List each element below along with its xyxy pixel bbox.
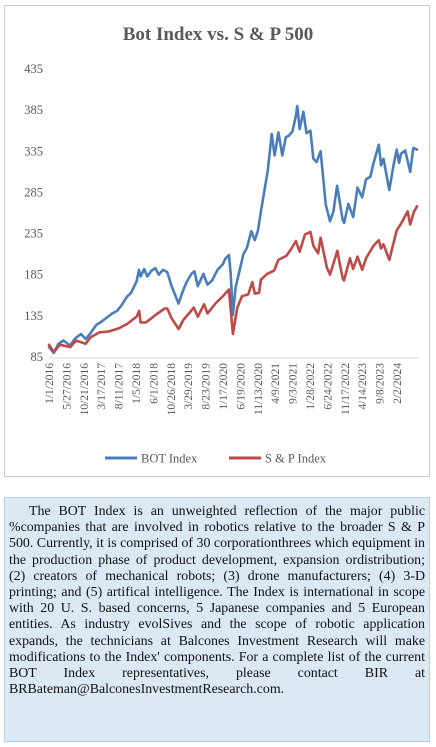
x-tick-label: 5/27/2016 <box>61 363 73 410</box>
x-tick-label: 9/3/2021 <box>288 363 300 404</box>
line-chart: 85 135 185 235 285 335 385 435 1/1/2016 5/27/201… <box>24 62 419 466</box>
x-tick-label: 3/17/2017 <box>96 363 108 410</box>
x-tick-label: 1/17/2020 <box>218 363 230 410</box>
y-tick-label: 335 <box>24 144 43 158</box>
description-text: The BOT Index is an unweighted reflectio… <box>9 504 425 698</box>
y-tick-label: 235 <box>24 227 43 241</box>
x-tick-label: 9/8/2023 <box>375 363 387 404</box>
y-tick-label: 135 <box>24 309 43 323</box>
x-tick-label: 10/26/2018 <box>166 363 178 416</box>
x-tick-label: 3/29/2019 <box>183 363 195 410</box>
x-tick-label: 2/2/2024 <box>392 363 404 404</box>
series-lines <box>47 104 419 355</box>
legend: BOT Index S & P Index <box>105 452 327 466</box>
x-tick-label: 1/1/2016 <box>44 363 56 404</box>
chart-title: Bot Index vs. S & P 500 <box>122 24 314 45</box>
x-tick-label: 1/28/2022 <box>305 363 317 410</box>
description-box: The BOT Index is an unweighted reflectio… <box>4 497 430 742</box>
y-tick-label: 285 <box>24 185 43 199</box>
chart-frame: Bot Index vs. S & P 500 85 135 185 235 285 33… <box>4 5 430 477</box>
x-tick-label: 6/1/2018 <box>148 363 160 404</box>
y-tick-label: 385 <box>24 103 43 117</box>
x-tick-label: 1/5/2018 <box>131 363 143 404</box>
series-line-sp-index <box>47 205 419 354</box>
legend-label: S & P Index <box>265 452 327 466</box>
x-tick-label: 4/14/2023 <box>357 363 369 410</box>
x-tick-label: 4/9/2021 <box>270 363 282 404</box>
x-tick-label: 6/19/2020 <box>235 363 247 410</box>
y-tick-label: 185 <box>24 268 43 282</box>
x-axis: 1/1/2016 5/27/2016 10/21/2016 3/17/2017 8/11… <box>44 357 419 416</box>
y-tick-label: 435 <box>24 62 43 76</box>
x-tick-label: 8/23/2019 <box>201 363 213 410</box>
x-tick-label: 8/11/2017 <box>114 363 126 409</box>
legend-label: BOT Index <box>141 452 198 466</box>
y-tick-label: 85 <box>31 350 44 364</box>
x-tick-label: 11/13/2020 <box>253 363 265 415</box>
x-tick-label: 10/21/2016 <box>79 363 91 416</box>
x-tick-label: 11/17/2022 <box>340 363 352 415</box>
series-line-bot-index <box>47 104 419 355</box>
y-axis: 85 135 185 235 285 335 385 435 <box>24 62 43 364</box>
x-tick-label: 6/24/2022 <box>322 363 334 410</box>
